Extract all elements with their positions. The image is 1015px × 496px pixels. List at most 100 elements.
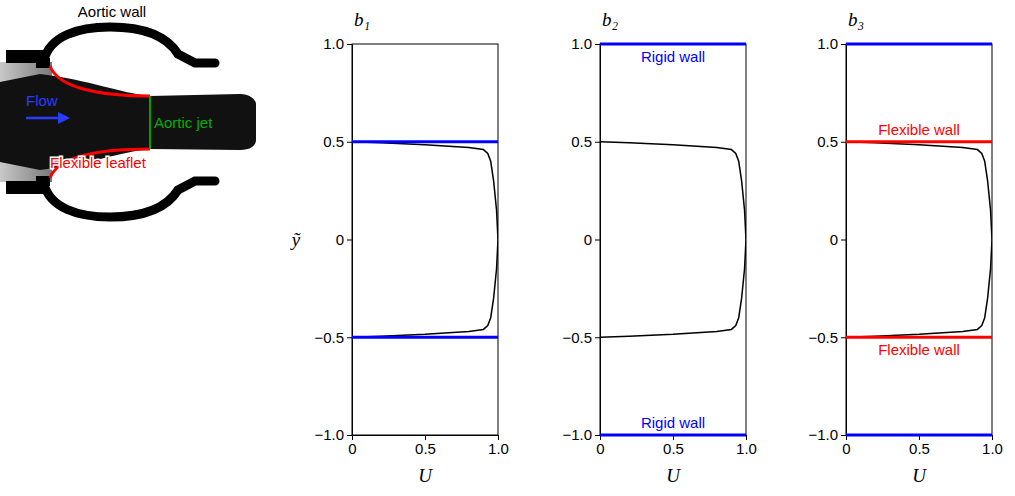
x-tick: 1.0 xyxy=(982,435,1003,457)
x-tick-label: 0.5 xyxy=(415,440,436,457)
x-axis-title: U xyxy=(418,465,433,486)
y-tick: 1.0 xyxy=(817,35,846,52)
valve-diagram: Aortic wall Flow Aortic jet Flexible leafle… xyxy=(0,3,256,217)
velocity-profile xyxy=(846,142,992,338)
wall-label: Flexible wall xyxy=(878,341,960,358)
wall-line xyxy=(352,336,498,339)
leaflet xyxy=(50,149,150,178)
wall-line xyxy=(846,140,992,143)
x-tick: 0 xyxy=(596,435,604,457)
y-tick-mark xyxy=(841,44,846,45)
plot-frame xyxy=(600,44,746,435)
y-tick-label: 1.0 xyxy=(323,35,344,52)
y-tick: −0.5 xyxy=(808,329,846,346)
y-tick: 0 xyxy=(830,231,846,248)
flow-arrow-head xyxy=(58,112,70,124)
panel: 00.51.0−1.0−0.500.51.0b₁Uỹ xyxy=(290,9,509,486)
plot-frame xyxy=(846,44,992,435)
y-tick-label: 0.5 xyxy=(817,133,838,150)
panel-title: b₃ xyxy=(848,9,864,30)
plot-marks xyxy=(846,44,992,435)
x-tick-label: 0 xyxy=(842,440,850,457)
leaflet xyxy=(50,66,150,96)
y-tick: −1.0 xyxy=(314,426,352,443)
wall-label: Rigid wall xyxy=(641,48,705,65)
y-tick: 0.5 xyxy=(323,133,352,150)
y-tick-label: −1.0 xyxy=(314,426,344,443)
y-tick-mark xyxy=(347,337,352,338)
x-tick: 0.5 xyxy=(663,435,684,457)
wall-line xyxy=(846,43,992,46)
y-tick: −1.0 xyxy=(562,426,600,443)
y-tick: −0.5 xyxy=(314,329,352,346)
y-tick: 0 xyxy=(584,231,600,248)
wall-label: Flexible wall xyxy=(878,121,960,138)
y-tick: 0.5 xyxy=(817,133,846,150)
x-axis-title: U xyxy=(912,465,927,486)
y-tick-label: 1.0 xyxy=(817,35,838,52)
diagram-label: Flow xyxy=(26,92,58,109)
x-axis: 0 0.5 1.0 xyxy=(596,435,757,457)
velocity-profile xyxy=(600,142,746,338)
y-axis: −1.0 −0.5 0 0.5 1.0 xyxy=(314,35,352,443)
y-tick-mark xyxy=(595,435,600,436)
leaflet-root xyxy=(36,58,50,68)
wall-line xyxy=(846,434,992,437)
y-tick-label: −0.5 xyxy=(562,329,592,346)
x-tick-label: 0 xyxy=(596,440,604,457)
y-tick-mark xyxy=(595,142,600,143)
y-axis: −1.0 −0.5 0 0.5 1.0 xyxy=(562,35,600,443)
aortic-wall xyxy=(44,181,215,217)
panel: 0 0.5 1.0 −1.0 −0.5 0 0.5 1.0 Flexible wall Flexi… xyxy=(808,9,1003,486)
wall-line xyxy=(846,336,992,339)
y-tick-mark xyxy=(347,44,352,45)
wall-line xyxy=(600,434,746,437)
y-axis-line xyxy=(600,45,601,436)
diagram-label: Aortic jet xyxy=(154,114,213,131)
x-axis-title: U xyxy=(666,465,681,486)
y-axis-line xyxy=(846,45,847,436)
x-tick: 0.5 xyxy=(909,435,930,457)
diagram-label: Flexible leaflet xyxy=(50,154,147,171)
x-tick-label: 1.0 xyxy=(982,440,1003,457)
flow-arrow xyxy=(26,117,60,120)
y-axis-line xyxy=(352,45,353,436)
y-tick-label: 0 xyxy=(336,231,344,248)
aortic-wall xyxy=(44,27,215,63)
y-tick: 0 xyxy=(336,231,352,248)
jet-line xyxy=(149,96,151,149)
y-tick-mark xyxy=(841,142,846,143)
x-axis-line xyxy=(847,435,993,436)
x-tick-label: 1.0 xyxy=(488,440,509,457)
y-tick-mark xyxy=(347,142,352,143)
panel-title: b₁ xyxy=(354,9,370,30)
x-tick: 0 xyxy=(842,435,850,457)
y-tick-label: 0 xyxy=(584,231,592,248)
y-tick-label: 1.0 xyxy=(571,35,592,52)
figure: Aortic wall Flow Aortic jet Flexible leafle… xyxy=(0,0,1015,496)
x-tick-label: 1.0 xyxy=(736,440,757,457)
plot-marks xyxy=(352,142,498,338)
y-tick: 1.0 xyxy=(571,35,600,52)
x-tick-label: 0.5 xyxy=(909,440,930,457)
diagram-label: Aortic wall xyxy=(78,3,146,20)
y-axis-title: ỹ xyxy=(290,229,301,250)
y-tick-label: −1.0 xyxy=(562,426,592,443)
x-axis: 0 0.5 1.0 xyxy=(842,435,1003,457)
y-tick-label: 0 xyxy=(830,231,838,248)
y-tick-label: −0.5 xyxy=(808,329,838,346)
y-axis: −1.0 −0.5 0 0.5 1.0 xyxy=(808,35,846,443)
wall-line xyxy=(352,140,498,143)
wall-line xyxy=(600,43,746,46)
x-tick: 1.0 xyxy=(736,435,757,457)
x-tick: 0.5 xyxy=(415,435,436,457)
y-tick-mark xyxy=(347,435,352,436)
y-tick: 1.0 xyxy=(323,35,352,52)
y-tick-label: −1.0 xyxy=(808,426,838,443)
y-tick: 0.5 xyxy=(571,133,600,150)
y-tick: −1.0 xyxy=(808,426,846,443)
leaflet-root xyxy=(36,176,50,186)
panel-title: b₂ xyxy=(602,9,619,30)
y-tick: −0.5 xyxy=(562,329,600,346)
velocity-profile xyxy=(352,142,498,338)
